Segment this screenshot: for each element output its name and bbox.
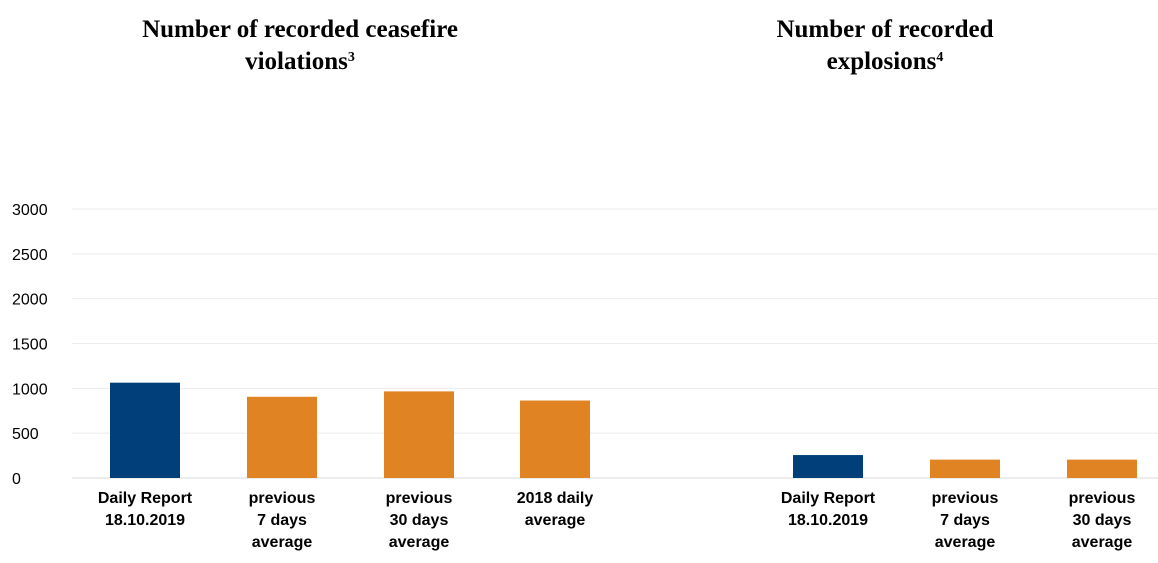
x-category-label-line: average <box>252 534 313 551</box>
bar <box>520 400 590 478</box>
footnote-marker: 4 <box>936 50 944 65</box>
y-tick-label: 1500 <box>12 337 48 354</box>
x-category-label: previous 7 days average <box>932 490 999 551</box>
bar <box>793 455 863 478</box>
bar <box>384 391 454 478</box>
x-category-label-line: Daily Report <box>781 490 876 507</box>
chart-title-ceasefire-violations: Number of recorded ceasefire violations3 <box>140 14 460 78</box>
x-category-label: Daily Report 18.10.2019 <box>781 490 876 529</box>
chart-title-ceasefire-violations-text: Number of recorded ceasefire violations <box>142 16 458 75</box>
x-category-label: previous 30 days average <box>386 490 453 551</box>
x-category-label: 2018 daily average <box>517 490 594 529</box>
y-tick-label: 2500 <box>12 247 48 264</box>
x-category-label-line: average <box>389 534 450 551</box>
bar <box>930 459 1000 478</box>
x-category-label-line: average <box>1072 534 1133 551</box>
x-category-label-line: 18.10.2019 <box>788 512 868 529</box>
footnote-marker: 3 <box>347 50 355 65</box>
x-category-label-line: 30 days <box>1073 512 1132 529</box>
bar <box>110 382 180 478</box>
bar <box>1067 459 1137 478</box>
x-category-label-line: 2018 daily <box>517 490 594 507</box>
x-category-label-line: 30 days <box>390 512 449 529</box>
x-category-label-line: previous <box>1069 490 1136 507</box>
y-tick-label: 1000 <box>12 381 48 398</box>
x-category-label-line: previous <box>249 490 316 507</box>
x-category-label: previous 30 days average <box>1069 490 1136 551</box>
chart-title-explosions: Number of recorded explosions4 <box>735 14 1035 78</box>
bar <box>247 396 317 478</box>
x-category-label-line: previous <box>386 490 453 507</box>
x-category-label-line: average <box>935 534 996 551</box>
x-category-label-line: previous <box>932 490 999 507</box>
x-category-label-line: average <box>525 512 586 529</box>
chart-title-explosions-text: Number of recorded explosions <box>776 16 994 75</box>
x-category-label-line: 7 days <box>257 512 307 529</box>
x-category-label-line: 18.10.2019 <box>105 512 185 529</box>
y-tick-label: 500 <box>12 426 39 443</box>
x-category-label: Daily Report 18.10.2019 <box>98 490 193 529</box>
y-tick-label: 2000 <box>12 292 48 309</box>
y-tick-label: 0 <box>12 471 21 488</box>
x-category-label-line: 7 days <box>940 512 990 529</box>
x-category-label: previous 7 days average <box>249 490 316 551</box>
y-tick-label: 3000 <box>12 202 48 219</box>
x-category-label-line: Daily Report <box>98 490 193 507</box>
